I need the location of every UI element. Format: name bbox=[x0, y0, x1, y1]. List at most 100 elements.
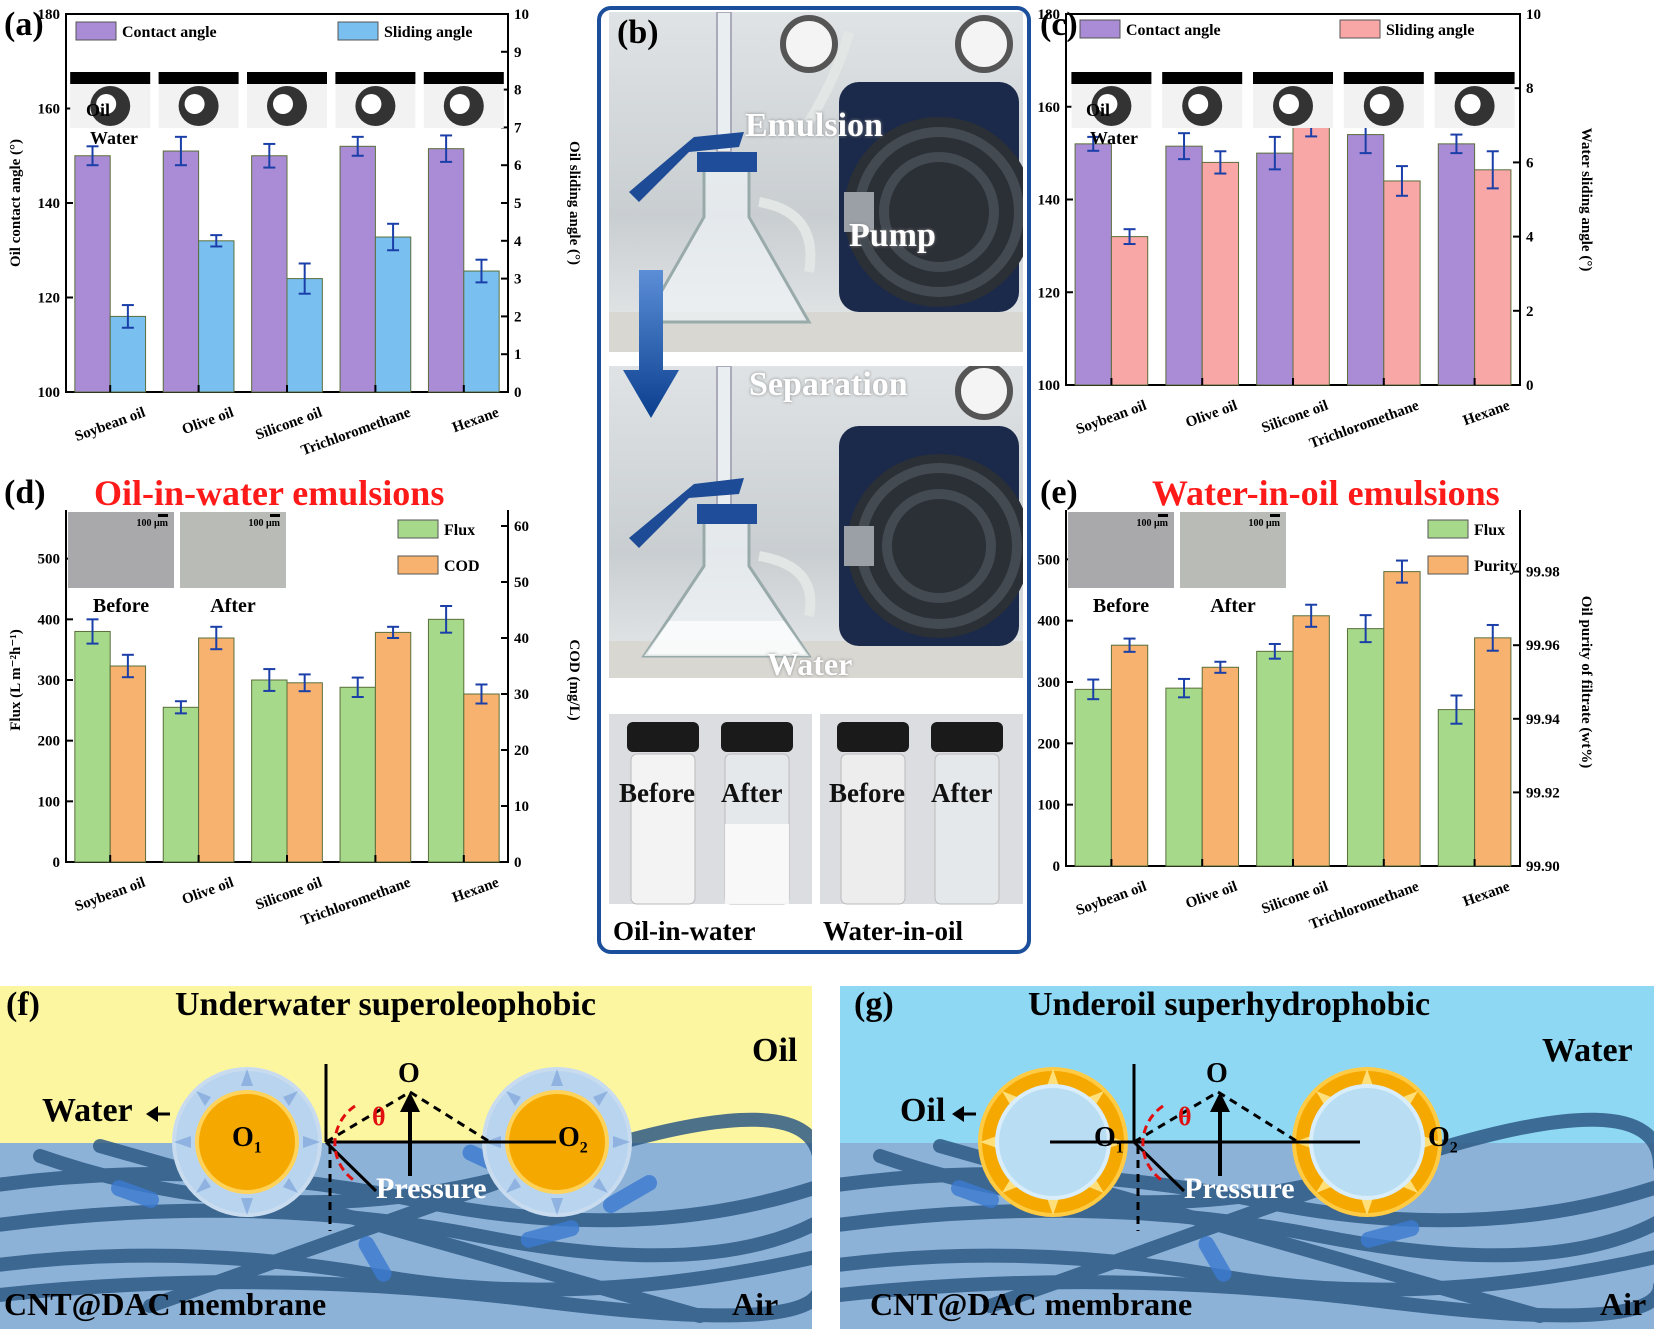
bar-flux bbox=[74, 630, 111, 863]
after-label: After bbox=[210, 595, 256, 617]
y-axis-label: Oil contact angle (°) bbox=[8, 139, 24, 267]
bar-contact-angle bbox=[1256, 152, 1294, 386]
y2-tick-label: 4 bbox=[1526, 230, 1534, 246]
y2-tick-label: 20 bbox=[514, 743, 529, 759]
title-g: Underoil superhydrophobic bbox=[1028, 986, 1431, 1023]
water-phase-region bbox=[840, 986, 1654, 1143]
bar-sliding-angle bbox=[1201, 161, 1240, 386]
bar-flux bbox=[1165, 687, 1203, 867]
scale-bar bbox=[1158, 514, 1168, 517]
panel-label-b: (b) bbox=[617, 14, 659, 51]
x-tick-label: Hexane bbox=[450, 875, 501, 907]
bar-contact-angle bbox=[339, 145, 376, 393]
bar-purity bbox=[1383, 571, 1421, 867]
panel-label-e: (e) bbox=[1040, 474, 1078, 511]
membrane-label-g: CNT@DAC membrane bbox=[870, 1286, 1193, 1322]
droplet-inset bbox=[158, 72, 239, 128]
y2-tick-label: 0 bbox=[1526, 378, 1534, 394]
panel-label-f: (f) bbox=[6, 986, 40, 1023]
bar-flux bbox=[1346, 628, 1385, 867]
bar-sliding-angle bbox=[1383, 180, 1421, 386]
photo-emulsion: Emulsion Pump bbox=[609, 12, 1023, 352]
chart-e: 010020030040050060099.9099.9299.9499.969… bbox=[1038, 510, 1594, 933]
legend-swatch bbox=[397, 519, 439, 539]
y2-tick-label: 3 bbox=[514, 272, 522, 288]
y2-tick-label: 60 bbox=[514, 519, 529, 535]
legend-swatch bbox=[1427, 519, 1469, 539]
inset-substrate bbox=[70, 72, 151, 84]
before-label: Before bbox=[93, 595, 149, 617]
chart-d: 01002003004005006000102030405060Flux (L … bbox=[8, 510, 582, 929]
bar-flux bbox=[339, 686, 376, 863]
y2-tick-label: 2 bbox=[1526, 304, 1534, 320]
droplet-4 bbox=[1292, 1067, 1442, 1217]
x-tick-label: Soybean oil bbox=[1074, 398, 1149, 438]
y-tick-label: 0 bbox=[53, 855, 61, 871]
y2-tick-label: 50 bbox=[514, 575, 529, 591]
x-tick-label: Olive oil bbox=[180, 405, 236, 438]
y2-tick-label: 10 bbox=[1526, 7, 1541, 23]
inset-droplet-highlight bbox=[1097, 94, 1118, 114]
bar-sliding-angle bbox=[198, 240, 235, 393]
legend-swatch bbox=[337, 21, 379, 41]
label-emulsion: Emulsion bbox=[745, 107, 883, 144]
y-tick-label: 500 bbox=[38, 552, 61, 568]
y2-tick-label: 4 bbox=[514, 234, 522, 250]
y2-tick-label: 2 bbox=[514, 309, 522, 325]
x-tick-label: Soybean oil bbox=[1074, 879, 1149, 919]
bar-flux bbox=[162, 706, 200, 863]
inset-water-label: Water bbox=[1090, 128, 1138, 148]
micrograph bbox=[1180, 512, 1286, 588]
scale-bar bbox=[158, 514, 168, 517]
before-label: Before bbox=[1093, 595, 1149, 617]
y2-tick-label: 6 bbox=[514, 158, 522, 174]
y2-axis-label: Water sliding angle (°) bbox=[1578, 128, 1594, 272]
inset-substrate bbox=[1434, 72, 1515, 84]
droplet-inset bbox=[1253, 72, 1333, 128]
inset-droplet-highlight bbox=[1369, 94, 1390, 114]
bar-contact-angle bbox=[162, 150, 200, 393]
o1-label-g: O1 bbox=[1094, 1122, 1124, 1157]
y-tick-label: 100 bbox=[1038, 378, 1061, 394]
oil-phase-region bbox=[0, 986, 812, 1143]
y2-tick-label: 0 bbox=[514, 855, 522, 871]
y2-tick-label: 0 bbox=[514, 385, 522, 401]
y2-axis-label: COD (mg/L) bbox=[566, 639, 582, 720]
bar-contact-angle bbox=[251, 155, 288, 393]
inset-substrate bbox=[247, 72, 327, 84]
inset-substrate bbox=[423, 72, 504, 84]
droplet-inset bbox=[70, 72, 151, 128]
label-separation: Separation bbox=[749, 366, 908, 403]
scale-bar-label: 100 μm bbox=[1249, 518, 1281, 529]
side-label-f: Water bbox=[42, 1092, 133, 1129]
micrograph bbox=[180, 512, 286, 588]
inset-droplet-highlight bbox=[184, 94, 205, 114]
y-tick-label: 160 bbox=[1038, 100, 1061, 116]
bar-sliding-angle bbox=[1474, 169, 1512, 386]
inset-droplet-highlight bbox=[1460, 94, 1481, 114]
legend-swatch bbox=[397, 555, 439, 575]
bar-flux bbox=[1074, 688, 1112, 867]
x-tick-label: Silicone oil bbox=[1259, 398, 1330, 437]
droplet-inset bbox=[423, 72, 504, 128]
theta-f: θ bbox=[372, 1102, 386, 1131]
panel-label-c: (c) bbox=[1040, 6, 1078, 43]
inset-substrate bbox=[1071, 72, 1152, 84]
bottom-phase-f: Air bbox=[732, 1286, 779, 1322]
bottom-phase-g: Air bbox=[1600, 1286, 1647, 1322]
bar-sliding-angle bbox=[463, 270, 500, 393]
droplet-inset bbox=[1434, 72, 1515, 128]
panel-label-a: (a) bbox=[4, 6, 44, 43]
vial-after-2: After bbox=[931, 778, 993, 808]
bar-contact-angle bbox=[427, 148, 465, 393]
y2-tick-label: 8 bbox=[514, 83, 522, 99]
inset-water-label: Water bbox=[90, 128, 138, 148]
bar-purity bbox=[1474, 637, 1512, 867]
y-tick-label: 140 bbox=[38, 196, 61, 212]
y-tick-label: 0 bbox=[1053, 859, 1061, 875]
bar-contact-angle bbox=[1165, 145, 1203, 386]
y-tick-label: 500 bbox=[1038, 552, 1061, 568]
title-d: Oil-in-water emulsions bbox=[94, 473, 445, 513]
x-tick-label: Silicone oil bbox=[1259, 879, 1330, 918]
